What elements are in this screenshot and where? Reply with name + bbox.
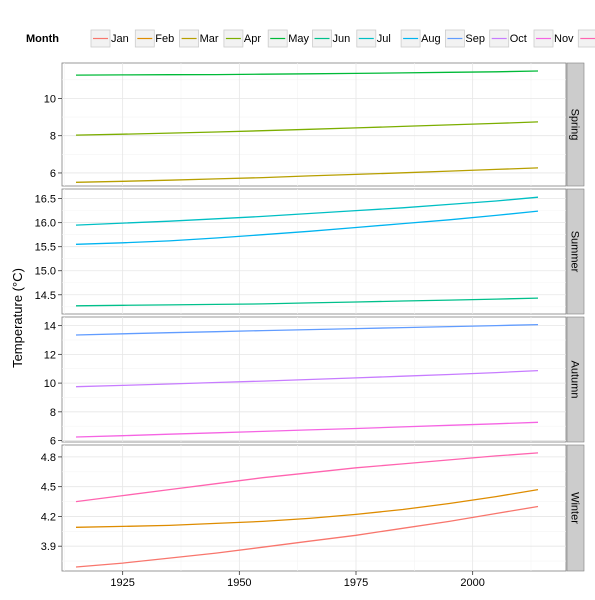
legend-item-aug: Aug [400, 29, 441, 48]
series-line-may [75, 70, 539, 76]
facet-strip [566, 188, 585, 315]
series-line-oct [75, 369, 539, 388]
legend-label: Feb [155, 33, 174, 45]
legend-label: Oct [510, 33, 527, 45]
legend-item-dec: Dec [577, 29, 595, 48]
series-line-mar [75, 167, 539, 183]
panel-winter: 3.9 4.2 4.5 4.8 Winter [41, 444, 585, 572]
series-line-jan [75, 505, 539, 568]
series-line-jun [75, 297, 539, 307]
legend-item-jan: Jan [90, 29, 129, 48]
panel-background [61, 188, 567, 315]
y-tick-label: 10 [44, 378, 56, 390]
legend-label: May [288, 33, 309, 45]
facet-strip-label: Spring [569, 109, 581, 141]
facet-strip-label: Winter [569, 492, 581, 524]
facet-strip-label: Autumn [569, 361, 581, 399]
x-tick-label: 1975 [344, 577, 368, 589]
y-tick-label: 16.5 [35, 194, 56, 206]
y-tick-label: 14 [44, 321, 56, 333]
y-tick-label: 6 [50, 168, 56, 180]
panel-autumn: 6 8 10 12 14 Autumn [44, 316, 585, 448]
facet-strip-label: Summer [569, 231, 581, 273]
facet-strip [566, 444, 585, 572]
legend-label: Jan [111, 33, 129, 45]
panel-spring: 6 8 10 Spring [44, 62, 585, 187]
y-tick-label: 4.8 [41, 452, 56, 464]
legend-item-mar: Mar [179, 29, 219, 48]
x-tick-label: 2000 [460, 577, 484, 589]
legend-label: Mar [200, 33, 219, 45]
legend-label: Jul [377, 33, 391, 45]
y-tick-label: 8 [50, 407, 56, 419]
legend-label: Aug [421, 33, 441, 45]
y-tick-label: 14.5 [35, 290, 56, 302]
legend-item-oct: Oct [489, 29, 527, 48]
legend-item-sep: Sep [444, 29, 485, 48]
legend-item-jun: Jun [312, 29, 351, 48]
legend: Month Jan Feb Mar Apr May Jun Jul Aug Sep Oct NovDe… [26, 29, 595, 48]
y-axis-title: Temperature (°C) [10, 268, 25, 368]
y-tick-label: 12 [44, 349, 56, 361]
series-line-dec [75, 452, 539, 503]
facet-panels: 6 8 10 Spring 14.5 15.0 15.5 16.0 16.5 Summer 6 8 10… [35, 62, 585, 572]
panel-background [61, 62, 567, 187]
series-line-feb [75, 488, 539, 528]
legend-label: Nov [554, 33, 574, 45]
y-tick-label: 4.2 [41, 511, 56, 523]
x-tick-label: 1950 [227, 577, 251, 589]
legend-title: Month [26, 33, 59, 45]
y-tick-label: 6 [50, 436, 56, 448]
legend-item-nov: Nov [533, 29, 574, 48]
legend-item-apr: Apr [223, 29, 261, 48]
y-tick-label: 4.5 [41, 482, 56, 494]
series-line-aug [75, 210, 539, 245]
y-tick-label: 15.5 [35, 242, 56, 254]
panel-background [61, 444, 567, 572]
x-tick-label: 1925 [110, 577, 134, 589]
facet-strip [566, 316, 585, 443]
y-tick-label: 10 [44, 93, 56, 105]
y-tick-label: 15.0 [35, 266, 56, 278]
x-axis: 1925 1950 1975 2000 [110, 571, 485, 589]
legend-item-jul: Jul [356, 29, 391, 48]
series-line-apr [75, 121, 539, 136]
legend-item-may: May [267, 29, 309, 48]
facet-strip [566, 62, 585, 187]
y-tick-label: 3.9 [41, 541, 56, 553]
legend-label: Sep [465, 33, 485, 45]
panel-summer: 14.5 15.0 15.5 16.0 16.5 Summer [35, 188, 585, 315]
series-line-nov [75, 421, 539, 438]
y-tick-label: 16.0 [35, 218, 56, 230]
legend-label: Jun [333, 33, 351, 45]
legend-label: Apr [244, 33, 261, 45]
series-line-jul [75, 196, 539, 226]
series-line-sep [75, 323, 539, 336]
legend-item-feb: Feb [134, 29, 174, 48]
y-tick-label: 8 [50, 131, 56, 143]
